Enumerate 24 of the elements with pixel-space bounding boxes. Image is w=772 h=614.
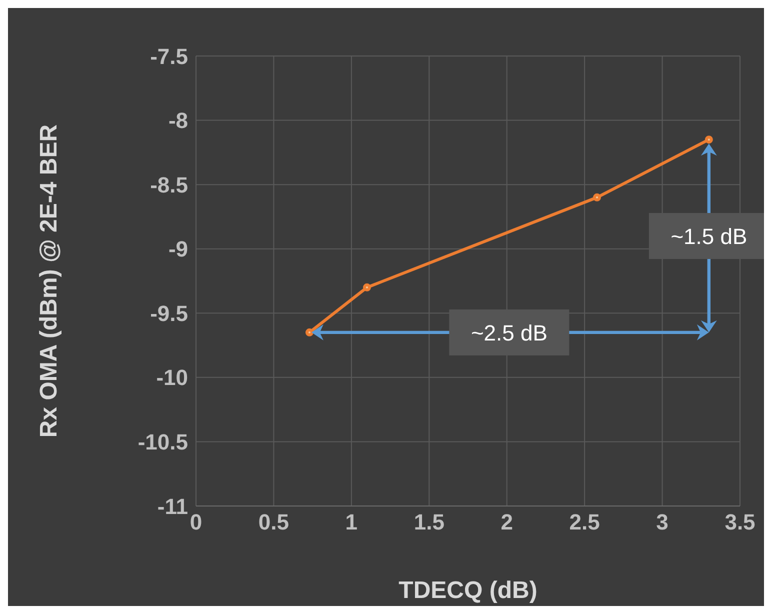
x-tick-label: 1.5 xyxy=(414,510,444,535)
y-tick-label: -10 xyxy=(156,365,188,390)
x-tick-label: 1 xyxy=(345,510,358,535)
x-tick-label: 0 xyxy=(190,510,202,535)
annotation: ~2.5 dB xyxy=(470,320,548,346)
point xyxy=(362,283,371,292)
annotation: ~1.5 dB xyxy=(670,224,748,249)
y-tick-label: -8 xyxy=(168,108,188,134)
y-tick-label: -7.5 xyxy=(150,44,188,69)
y-axis-title: Rx OMA (dBm) @ 2E-4 BER xyxy=(36,124,63,438)
x-tick-label: 2 xyxy=(500,510,513,535)
y-tick-label: -9 xyxy=(168,236,188,262)
point xyxy=(593,193,602,202)
y-tick-label: -10.5 xyxy=(138,430,188,455)
point xyxy=(305,328,314,336)
x-axis-title: TDECQ (dB) xyxy=(398,577,538,604)
y-tick-label: -11 xyxy=(157,494,188,519)
x-tick-label: 3 xyxy=(656,510,668,535)
y-tick-label: -9.5 xyxy=(150,300,188,326)
point xyxy=(704,136,713,144)
y-tick-label: -8.5 xyxy=(150,172,188,198)
x-tick-label: 2.5 xyxy=(569,510,600,535)
x-tick-label: 0.5 xyxy=(258,510,290,535)
x-tick-label: 3.5 xyxy=(724,510,756,535)
